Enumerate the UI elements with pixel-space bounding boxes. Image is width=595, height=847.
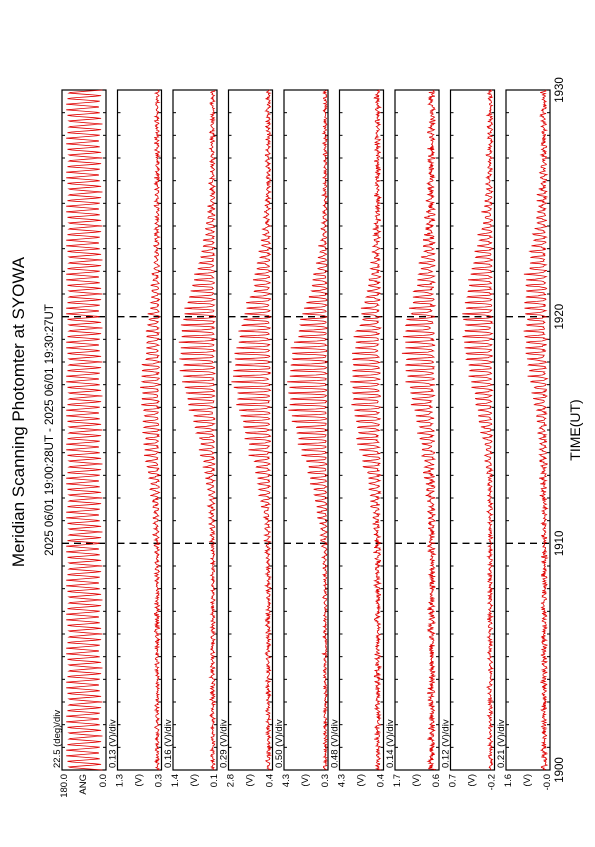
panel-top-value: 1.7 <box>392 774 403 787</box>
panels-group: 180.0 ANG 0.0 22.5 (deg)/div 1.3 (V) 0.3 0.13 (… <box>52 89 553 798</box>
panel-bottom-value: 0.4 <box>376 774 387 787</box>
panel-frame <box>449 89 496 771</box>
panel-unit: (V) <box>189 774 200 787</box>
panel-9: 1.6 (V) -0.0 0.21 (V)/div <box>496 89 553 790</box>
series-line <box>523 89 549 771</box>
panel-unit: (V) <box>245 774 256 787</box>
series-line <box>401 89 437 771</box>
chart-title: Meridian Scanning Photomter at SYOWA <box>9 256 28 567</box>
panel-top-value: 4.3 <box>281 774 292 787</box>
series-line <box>462 89 495 771</box>
panel-top-value: 0.7 <box>448 774 459 787</box>
panel-unit: (V) <box>356 774 367 787</box>
panel-1: 180.0 ANG 0.0 22.5 (deg)/div <box>52 89 109 798</box>
x-tick-label: 1910 <box>554 531 566 557</box>
panel-3: 1.4 (V) 0.1 0.16 (V)/div <box>163 89 220 787</box>
panel-6: 4.3 (V) 0.4 0.48 (V)/div <box>330 89 387 787</box>
panel-bottom-value: 0.0 <box>98 774 109 787</box>
panel-unit: ANG <box>78 774 89 795</box>
panel-top-value: 1.4 <box>170 774 181 787</box>
panel-unit: (V) <box>522 774 533 787</box>
panel-frame <box>172 89 218 771</box>
panel-scale: 0.21 (V)/div <box>496 719 507 768</box>
panel-2: 1.3 (V) 0.3 0.13 (V)/div <box>108 89 165 787</box>
x-tick-label: 1920 <box>554 304 566 330</box>
panel-scale: 22.5 (deg)/div <box>52 710 63 768</box>
panel-scale: 0.50 (V)/div <box>274 719 285 768</box>
series-line <box>66 89 103 771</box>
panel-frame <box>283 89 329 771</box>
x-tick-label: 1900 <box>554 757 566 783</box>
panel-bottom-value: -0.2 <box>487 774 498 790</box>
x-tick-label: 1930 <box>554 77 566 103</box>
panel-scale: 0.16 (V)/div <box>163 719 174 768</box>
panel-frame <box>116 89 163 771</box>
series-line <box>287 89 329 771</box>
panel-top-value: 1.6 <box>503 774 514 787</box>
panel-unit: (V) <box>134 774 145 787</box>
time-range-label: 2025 06/01 19:00:28UT - 2025 06/01 19:30… <box>44 304 56 556</box>
series-line <box>350 89 383 771</box>
panel-scale: 0.13 (V)/div <box>108 719 119 768</box>
panel-bottom-value: 0.6 <box>431 774 442 787</box>
panel-5: 4.3 (V) 0.3 0.50 (V)/div <box>274 89 331 787</box>
panel-unit: (V) <box>467 774 478 787</box>
panel-frame <box>227 89 274 771</box>
panel-bottom-value: 0.1 <box>209 774 220 787</box>
panel-top-value: 2.8 <box>226 774 237 787</box>
panel-bottom-value: -0.0 <box>542 774 553 790</box>
panel-bottom-value: 0.3 <box>320 774 331 787</box>
panel-bottom-value: 0.4 <box>265 774 276 787</box>
panel-unit: (V) <box>300 774 311 787</box>
series-line <box>140 89 161 771</box>
series-line <box>178 89 217 771</box>
panel-top-value: 1.3 <box>115 774 126 787</box>
panel-scale: 0.48 (V)/div <box>330 719 341 768</box>
panel-unit: (V) <box>411 774 422 787</box>
panel-top-value: 4.3 <box>337 774 348 787</box>
panel-8: 0.7 (V) -0.2 0.12 (V)/div <box>441 89 498 790</box>
panel-4: 2.8 (V) 0.4 0.29 (V)/div <box>219 89 276 787</box>
panel-7: 1.7 (V) 0.6 0.14 (V)/div <box>385 89 442 787</box>
panel-scale: 0.29 (V)/div <box>219 719 230 768</box>
panel-scale: 0.14 (V)/div <box>385 719 396 768</box>
panel-scale: 0.12 (V)/div <box>441 719 452 768</box>
plot-area: 180.0 ANG 0.0 22.5 (deg)/div 1.3 (V) 0.3 0.13 (… <box>44 77 583 798</box>
x-axis-label: TIME(UT) <box>567 399 583 460</box>
panel-top-value: 180.0 <box>59 774 70 798</box>
x-tick-labels: 1900 1910 1920 1930 <box>554 77 566 783</box>
panel-frame <box>338 89 385 771</box>
series-line <box>231 89 273 771</box>
panel-bottom-value: 0.3 <box>154 774 165 787</box>
